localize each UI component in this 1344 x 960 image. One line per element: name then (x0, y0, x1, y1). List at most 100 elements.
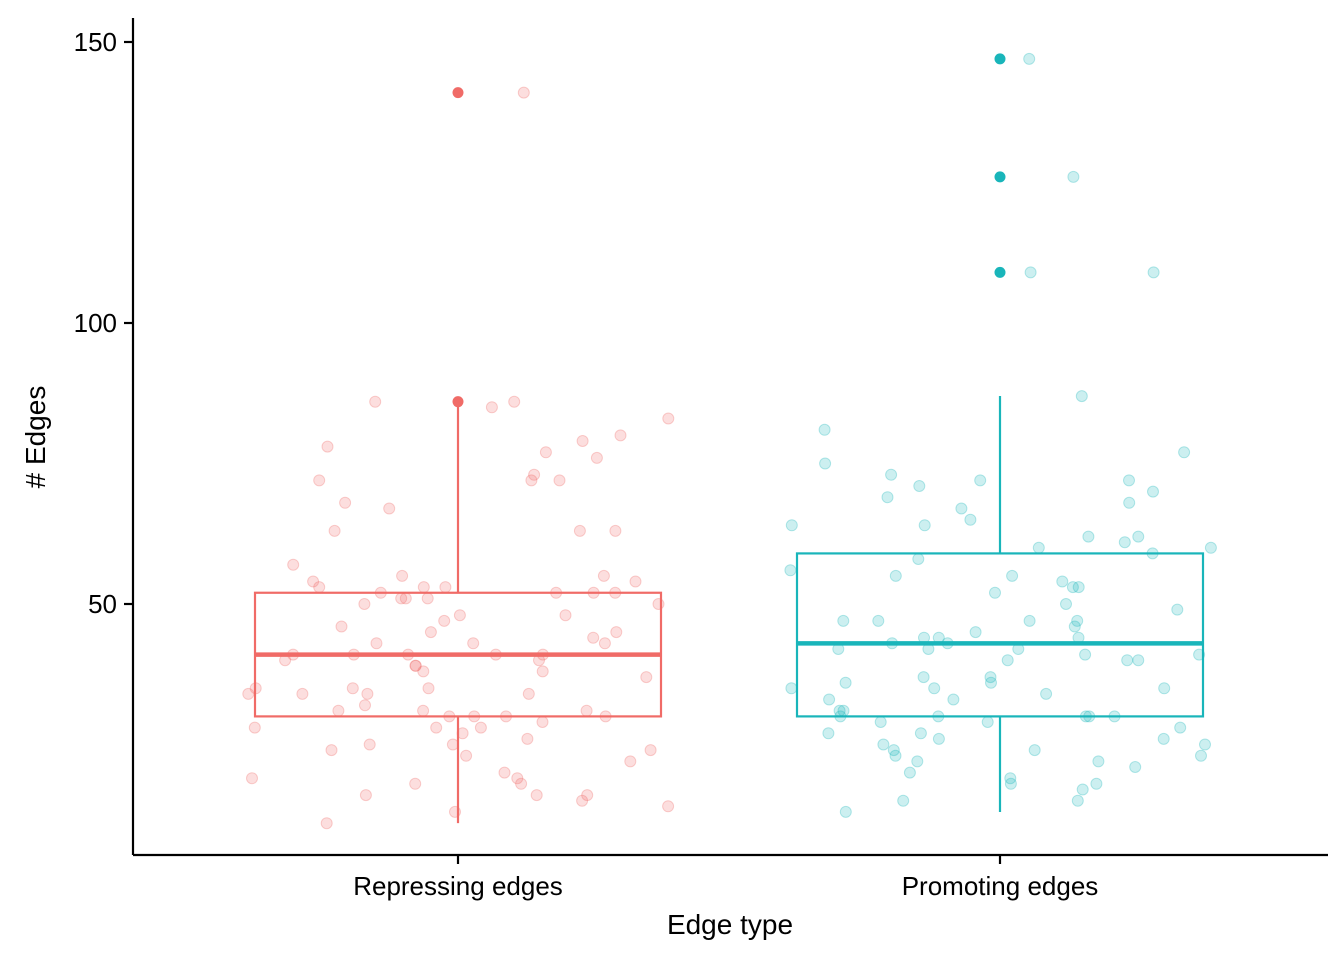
data-point (321, 440, 334, 453)
data-point (887, 744, 900, 757)
data-point (839, 805, 852, 818)
data-point (1068, 620, 1081, 633)
data-point (363, 738, 376, 751)
data-point (597, 569, 610, 582)
jitter-points-layer (242, 52, 1217, 830)
data-point (536, 665, 549, 678)
data-point (624, 755, 637, 768)
data-point (974, 474, 987, 487)
data-point (1158, 682, 1171, 695)
data-point (417, 704, 430, 717)
data-point (1071, 794, 1084, 807)
data-point (453, 609, 466, 622)
data-point (662, 412, 675, 425)
data-point (1132, 654, 1145, 667)
data-point (1178, 446, 1191, 459)
data-point (897, 794, 910, 807)
data-point (985, 676, 997, 689)
data-point (485, 401, 498, 414)
data-point (662, 800, 675, 813)
data-point (346, 682, 359, 695)
data-point (911, 755, 924, 768)
data-point (872, 614, 885, 627)
data-point (474, 721, 487, 734)
data-point (359, 789, 372, 802)
x-tick-label: Promoting edges (902, 871, 1099, 901)
x-axis-title: Edge type (667, 909, 793, 940)
data-point (1075, 390, 1088, 403)
data-point (912, 553, 925, 565)
data-point (409, 659, 422, 672)
data-point (913, 480, 926, 492)
data-point (1195, 749, 1207, 762)
data-point (467, 637, 480, 650)
data-point (421, 592, 434, 605)
data-point (576, 435, 589, 447)
data-point (1129, 761, 1142, 773)
data-point (307, 575, 320, 588)
data-point (1193, 648, 1206, 661)
data-point (969, 626, 982, 639)
data-point (822, 727, 835, 740)
data-point (370, 637, 383, 650)
y-tick-label: 100 (74, 308, 117, 338)
data-point (422, 682, 435, 695)
outlier-point (994, 266, 1006, 278)
data-point (652, 598, 665, 610)
data-point (328, 524, 341, 537)
data-point (823, 693, 836, 706)
outlier-point (994, 171, 1006, 183)
data-point (785, 519, 798, 532)
data-point (332, 704, 345, 717)
data-point (339, 496, 352, 509)
data-point (313, 474, 326, 487)
data-point (784, 564, 797, 577)
data-point (1023, 614, 1036, 627)
data-point (580, 704, 593, 717)
data-point (359, 699, 371, 712)
data-point (409, 777, 422, 790)
data-point (877, 738, 890, 751)
data-point (320, 817, 333, 830)
data-point (1132, 530, 1145, 543)
box (795, 552, 1205, 718)
data-point (498, 766, 511, 779)
outlier-point (452, 396, 464, 408)
data-point (614, 429, 627, 442)
data-point (553, 474, 566, 487)
data-point (517, 86, 530, 99)
data-point (417, 581, 430, 594)
data-point (955, 502, 968, 515)
data-point (640, 671, 653, 684)
data-point (1004, 772, 1017, 785)
data-point (396, 569, 409, 582)
data-point (1072, 581, 1085, 594)
data-point (644, 744, 657, 757)
data-point (536, 716, 549, 728)
data-point (1076, 783, 1089, 796)
data-point (430, 721, 443, 734)
data-point (511, 772, 524, 785)
data-point (1023, 52, 1036, 65)
data-point (460, 749, 473, 762)
outlier-point (452, 87, 464, 99)
data-point (1028, 744, 1041, 757)
data-point (885, 468, 898, 481)
data-point (874, 716, 887, 728)
data-point (525, 474, 538, 487)
data-point (539, 446, 552, 459)
data-point (1204, 541, 1217, 554)
data-point (914, 727, 927, 740)
data-point (508, 395, 521, 408)
data-point (839, 676, 852, 689)
data-point (246, 772, 258, 785)
data-point (1118, 536, 1131, 549)
data-point (369, 395, 382, 408)
data-point (383, 502, 396, 515)
data-point (1147, 266, 1160, 279)
data-point (1067, 170, 1080, 183)
data-point (1006, 569, 1019, 582)
data-point (964, 513, 977, 526)
